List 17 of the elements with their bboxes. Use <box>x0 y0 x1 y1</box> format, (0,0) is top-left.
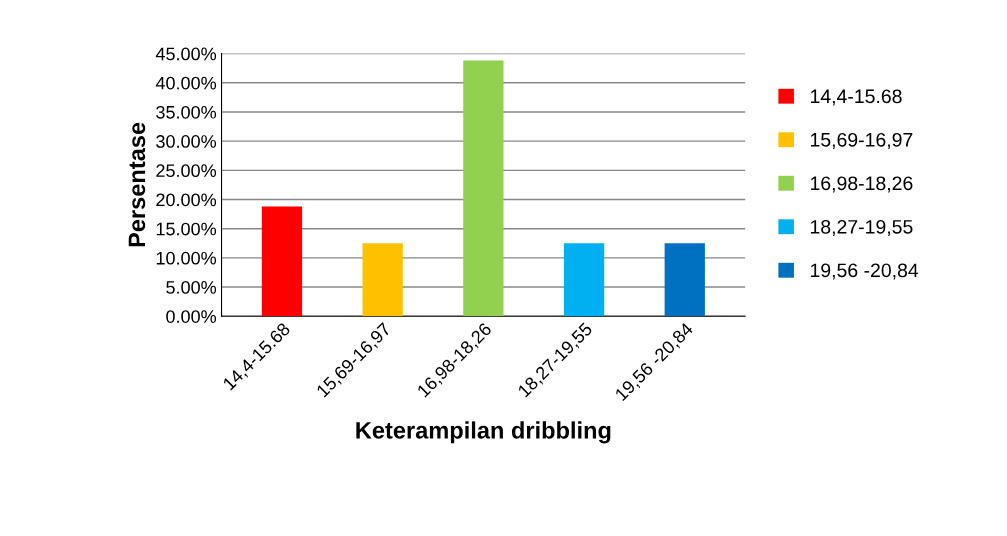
legend-label: 16,98-18,26 <box>810 176 913 193</box>
y-tick-label: 25.00% <box>156 164 217 178</box>
y-axis-title: Persentase <box>128 122 146 247</box>
legend-label: 15,69-16,97 <box>810 132 913 149</box>
legend-label: 14,4-15.68 <box>810 89 902 106</box>
y-tick-label: 5.00% <box>166 280 217 294</box>
y-tick-label: 40.00% <box>155 76 217 90</box>
y-tick-label: 30.00% <box>156 135 217 148</box>
y-tick-label: 45.00% <box>155 47 217 61</box>
y-tick-label: 0.00% <box>166 310 217 323</box>
y-tick-label: 35.00% <box>156 105 217 119</box>
y-tick-label: 20.00% <box>156 193 217 207</box>
legend-label: 19,56 -20,84 <box>810 263 919 280</box>
legend-label: 18,27-19,55 <box>810 219 913 236</box>
y-tick-label: 10.00% <box>156 251 217 265</box>
y-tick-label: 15.00% <box>156 222 217 236</box>
x-axis-title: Keterampilan dribbling <box>356 421 611 444</box>
